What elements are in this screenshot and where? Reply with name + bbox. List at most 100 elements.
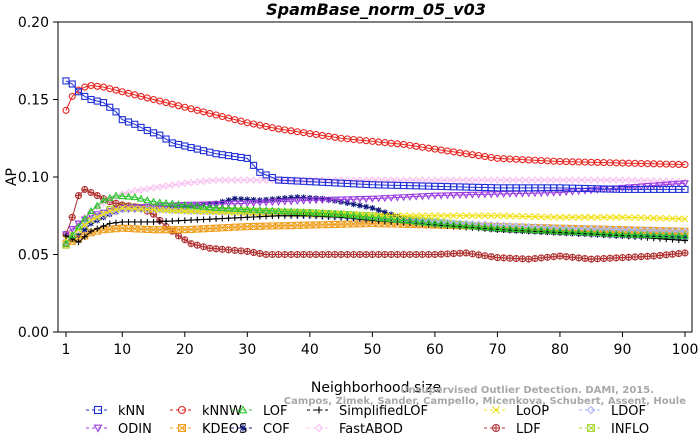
data-point	[113, 219, 120, 226]
data-point	[493, 191, 502, 199]
data-point	[662, 227, 671, 235]
series-line	[65, 207, 686, 240]
data-point	[325, 251, 333, 258]
legend-marker	[491, 423, 501, 433]
data-point	[312, 197, 321, 205]
data-point	[562, 213, 570, 221]
data-point	[187, 240, 195, 248]
legend-item-loop: LoOP	[484, 404, 549, 419]
data-point	[268, 199, 277, 207]
data-point	[193, 208, 201, 215]
data-point	[355, 196, 364, 204]
data-point	[524, 176, 533, 184]
data-point	[163, 218, 170, 225]
data-point	[218, 113, 226, 121]
data-point	[606, 176, 614, 184]
data-point	[681, 185, 689, 193]
data-point	[387, 176, 395, 184]
data-point	[337, 196, 346, 204]
data-point	[249, 176, 258, 184]
legend-label: SimplifiedLOF	[339, 404, 428, 419]
x-axis: 1 10 20 30 40 50 60 70 80 90 100	[62, 332, 698, 358]
data-point	[287, 176, 295, 184]
x-tick-label: 80	[551, 342, 569, 358]
data-point	[355, 211, 364, 220]
data-point	[568, 176, 577, 184]
data-point	[187, 105, 195, 113]
y-axis: 0.00 0.05 0.10 0.15 0.20	[18, 15, 58, 341]
data-point	[480, 191, 489, 199]
y-tick-label: 0.20	[18, 15, 49, 31]
data-point	[187, 207, 195, 215]
data-point	[637, 226, 646, 234]
data-point	[194, 216, 201, 223]
data-point	[81, 226, 88, 233]
data-point	[156, 206, 164, 214]
data-point	[637, 214, 645, 222]
data-point	[218, 245, 226, 253]
data-point	[181, 207, 189, 215]
data-point	[238, 196, 245, 203]
data-point	[587, 213, 595, 221]
data-point	[637, 253, 645, 261]
data-point	[674, 177, 683, 186]
data-point	[400, 251, 408, 258]
data-point	[550, 253, 558, 261]
x-tick-label: 60	[426, 342, 444, 358]
data-point	[674, 231, 683, 239]
data-point	[194, 202, 201, 209]
data-point	[675, 215, 683, 223]
data-point	[412, 217, 421, 225]
data-point	[206, 244, 214, 252]
data-point	[169, 218, 176, 225]
data-point	[181, 207, 189, 215]
data-point	[544, 213, 551, 221]
data-point	[162, 198, 170, 206]
data-point	[318, 209, 327, 217]
data-point	[112, 86, 120, 94]
data-point	[669, 215, 676, 222]
data-point	[230, 200, 239, 208]
data-point	[506, 176, 514, 184]
data-point	[349, 211, 358, 219]
data-point	[587, 228, 596, 236]
data-point	[188, 217, 195, 224]
data-point	[462, 221, 471, 229]
data-point	[480, 223, 489, 231]
data-point	[93, 213, 101, 221]
data-point	[656, 231, 664, 239]
data-point	[287, 198, 296, 206]
data-point	[674, 180, 683, 188]
data-point	[224, 176, 233, 184]
data-point	[218, 204, 227, 212]
data-point	[263, 213, 270, 220]
data-point	[244, 214, 251, 221]
data-point	[156, 183, 164, 191]
data-point	[193, 106, 201, 114]
data-point	[662, 231, 671, 239]
data-point	[75, 239, 82, 246]
data-point	[443, 192, 452, 200]
data-point	[144, 218, 151, 225]
data-point	[625, 253, 633, 261]
data-point	[399, 194, 408, 202]
data-point	[156, 218, 163, 225]
data-point	[518, 176, 527, 184]
data-point	[231, 176, 239, 184]
data-point	[587, 176, 595, 184]
data-point	[449, 192, 458, 200]
data-point	[412, 212, 420, 220]
data-point	[313, 213, 320, 220]
data-point	[493, 176, 502, 184]
watermark-authors: Campos, Zimek, Sander, Campello, Micenko…	[284, 396, 686, 407]
data-point	[549, 176, 558, 184]
data-point	[168, 206, 177, 215]
data-point	[250, 161, 258, 169]
data-point	[338, 214, 345, 221]
data-point	[631, 230, 639, 238]
data-point	[400, 212, 408, 220]
data-point	[324, 209, 333, 217]
data-point	[181, 103, 189, 111]
data-point	[156, 204, 163, 211]
